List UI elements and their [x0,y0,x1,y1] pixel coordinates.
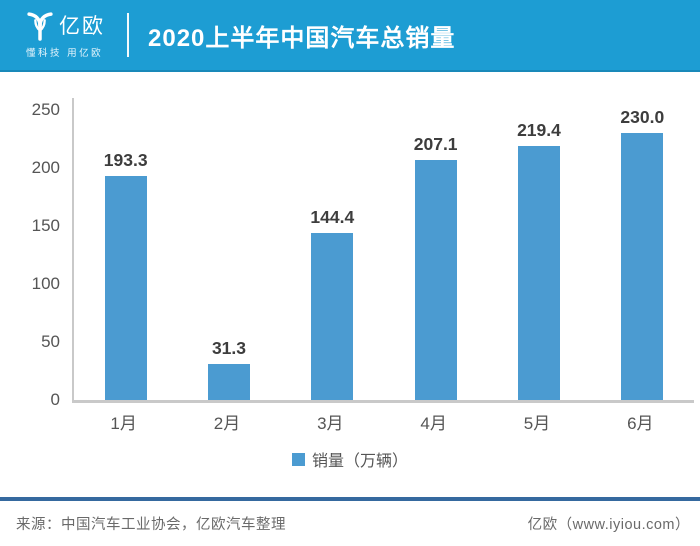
bar-slot: 207.1 [384,98,487,400]
bar-4月: 207.1 [414,134,458,400]
legend-label: 销量（万辆） [311,453,408,470]
plot-area: 193.3 31.3 144.4 207.1 219.4 230.0 [72,98,694,403]
bar-1月: 193.3 [104,150,148,400]
y-tick-label: 250 [31,100,60,119]
bar-2月: 31.3 [207,338,250,400]
footer-divider-line [0,497,700,501]
x-tick-label: 1月 [110,414,137,433]
x-tick-label: 5月 [523,414,551,433]
header-banner: 亿欧 懂科技 用亿欧 2020上半年中国汽车总销量 [0,0,700,72]
header-divider [127,13,129,57]
bar-3月: 144.4 [310,207,354,400]
bar-value-label: 230.0 [620,107,665,128]
bar-value-label: 144.4 [310,206,355,227]
logo-wordmark: 亿欧 [59,15,105,38]
bar-5月: 219.4 [517,120,561,400]
bar-value-label: 193.3 [103,149,148,170]
bar-slot: 144.4 [281,98,384,400]
bar-slot: 219.4 [487,98,590,400]
website-text: 亿欧（www.iyiou.com） [527,517,690,533]
x-tick-label: 6月 [627,414,654,433]
bar-value-label: 207.1 [413,133,458,154]
y-tick-label: 150 [31,216,60,235]
chart-title: 2020上半年中国汽车总销量 [148,24,456,52]
y-tick-label: 0 [50,390,60,409]
bar-slot: 193.3 [74,98,177,400]
source-text: 来源：中国汽车工业协会，亿欧汽车整理 [16,517,286,533]
bar-slot: 31.3 [177,98,280,400]
logo-tagline: 懂科技 用亿欧 [26,48,104,59]
footer: 来源：中国汽车工业协会，亿欧汽车整理 亿欧（www.iyiou.com） [0,501,700,546]
bar-value-label: 219.4 [517,119,561,140]
y-tick-label: 200 [31,158,60,177]
bar-6月: 230.0 [620,107,664,400]
legend: 销量（万辆） [0,448,700,470]
y-axis-labels: 0 50 100 150 200 250 [0,98,60,409]
bar-slot: 230.0 [591,98,694,400]
x-axis-labels: 1月 2月 3月 4月 5月 6月 [72,409,692,434]
y-tick-label: 100 [31,274,60,293]
y-tick-label: 50 [41,332,60,351]
legend-swatch [291,452,305,466]
x-tick-label: 3月 [317,414,344,433]
x-tick-label: 2月 [213,414,241,433]
bars: 193.3 31.3 144.4 207.1 219.4 230.0 [74,98,694,400]
x-tick-label: 4月 [420,414,447,433]
eo-logo-icon [26,9,54,41]
bar-value-label: 31.3 [211,337,247,358]
logo: 亿欧 懂科技 用亿欧 [26,9,105,59]
